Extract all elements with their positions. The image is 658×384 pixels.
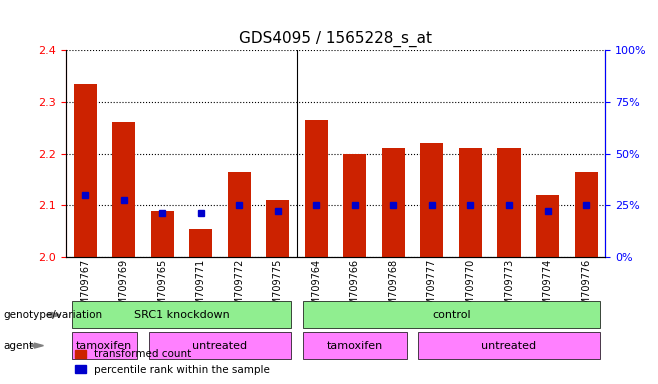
Text: SRC1 knockdown: SRC1 knockdown bbox=[134, 310, 229, 320]
Bar bbox=[151, 211, 174, 257]
Bar bbox=[228, 172, 251, 257]
Text: tamoxifen: tamoxifen bbox=[76, 341, 132, 351]
Text: genotype/variation: genotype/variation bbox=[3, 310, 103, 320]
Bar bbox=[74, 84, 97, 257]
Legend: transformed count, percentile rank within the sample: transformed count, percentile rank withi… bbox=[71, 345, 274, 379]
Bar bbox=[497, 148, 520, 257]
Bar bbox=[382, 148, 405, 257]
Text: untreated: untreated bbox=[192, 341, 247, 351]
Text: control: control bbox=[432, 310, 470, 320]
Bar bbox=[420, 143, 443, 257]
Text: agent: agent bbox=[3, 341, 34, 351]
Bar bbox=[266, 200, 290, 257]
Bar bbox=[112, 122, 135, 257]
Title: GDS4095 / 1565228_s_at: GDS4095 / 1565228_s_at bbox=[239, 31, 432, 47]
Bar bbox=[574, 172, 597, 257]
Text: untreated: untreated bbox=[482, 341, 536, 351]
Bar bbox=[189, 229, 213, 257]
Bar bbox=[343, 154, 367, 257]
Text: tamoxifen: tamoxifen bbox=[327, 341, 383, 351]
Bar bbox=[536, 195, 559, 257]
Bar bbox=[459, 148, 482, 257]
Bar bbox=[305, 120, 328, 257]
